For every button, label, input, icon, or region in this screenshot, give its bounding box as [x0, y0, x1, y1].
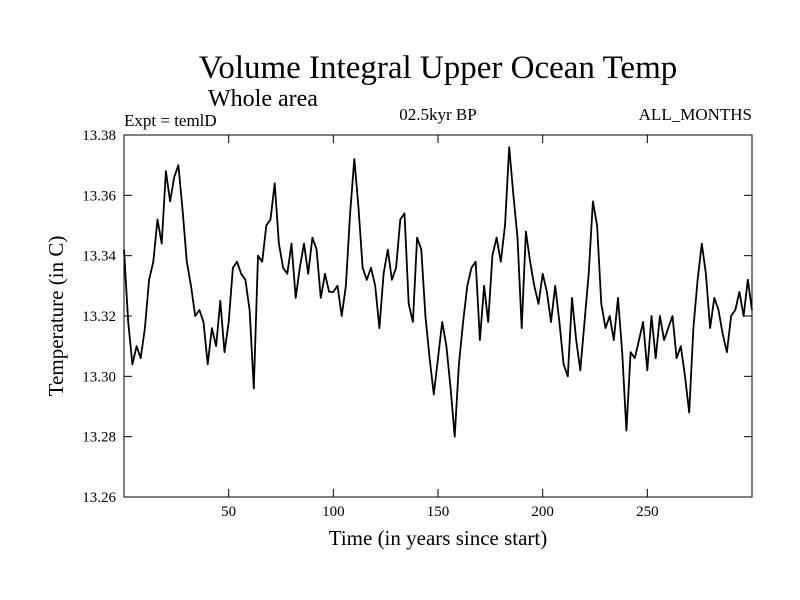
x-axis-ticks: 50 100 150 200 250	[221, 135, 659, 520]
y-tick-label: 13.34	[82, 249, 116, 265]
experiment-label: Expt = temlD	[124, 111, 217, 130]
y-tick-label: 13.26	[82, 490, 116, 506]
x-tick-label: 50	[221, 504, 236, 520]
x-axis-label: Time (in years since start)	[329, 526, 548, 550]
y-tick-label: 13.28	[82, 430, 116, 446]
y-tick-label: 13.38	[82, 128, 116, 144]
y-tick-label: 13.30	[82, 369, 116, 385]
period-label: 02.5kyr BP	[399, 105, 476, 124]
x-tick-label: 100	[322, 504, 345, 520]
x-tick-label: 250	[636, 504, 659, 520]
y-axis-ticks: 13.26 13.28 13.30 13.32 13.34 13.36 13.38	[82, 128, 752, 506]
chart-subtitle: Whole area	[208, 86, 318, 112]
temperature-series-line	[123, 146, 753, 438]
chart-title: Volume Integral Upper Ocean Temp	[199, 50, 677, 86]
plot-frame	[123, 134, 753, 498]
y-axis-label: Temperature (in C)	[44, 236, 68, 397]
months-label: ALL_MONTHS	[639, 105, 752, 124]
x-tick-label: 150	[427, 504, 450, 520]
x-tick-label: 200	[531, 504, 554, 520]
y-tick-label: 13.36	[82, 188, 116, 204]
y-tick-label: 13.32	[82, 309, 116, 325]
